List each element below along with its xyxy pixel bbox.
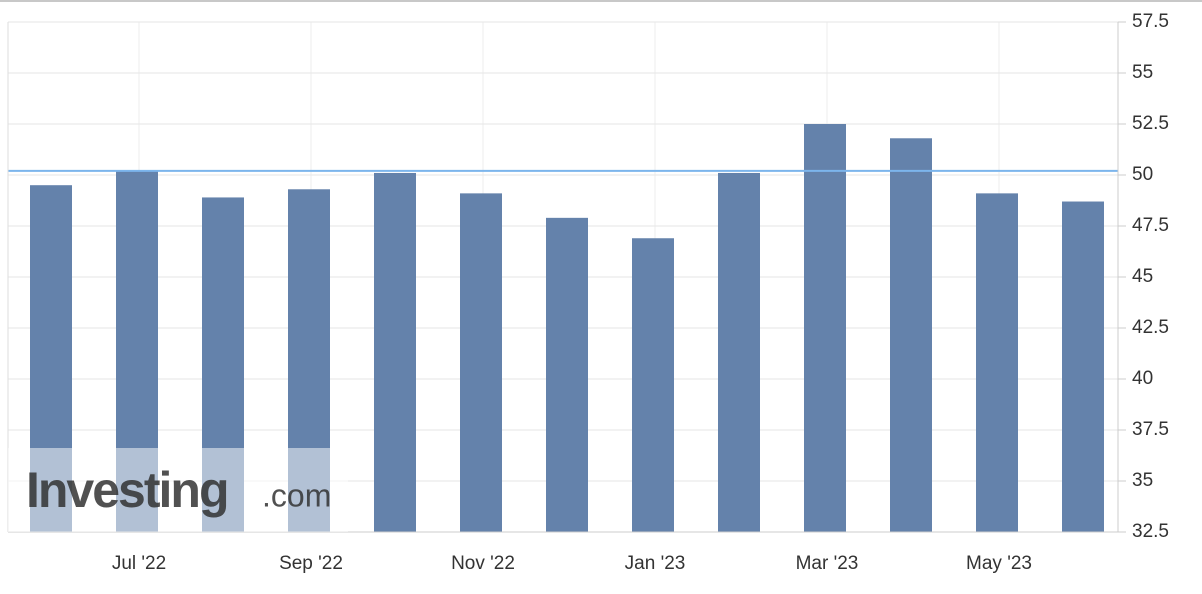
bar	[890, 138, 932, 532]
bar	[632, 238, 674, 533]
y-tick-label: 42.5	[1132, 317, 1169, 338]
x-tick-label: Mar '23	[796, 553, 859, 574]
y-tick-label: 32.5	[1132, 521, 1169, 542]
bar	[718, 172, 760, 532]
bar	[976, 193, 1018, 533]
x-tick-label: May '23	[966, 553, 1032, 574]
x-tick-label: Jan '23	[625, 553, 686, 574]
x-tick-label: Nov '22	[451, 553, 515, 574]
y-tick-label: 37.5	[1132, 419, 1169, 440]
y-tick-label: 35	[1132, 470, 1153, 491]
bar	[460, 193, 502, 533]
y-tick-label: 45	[1132, 266, 1153, 287]
watermark-logo: Investing	[26, 462, 227, 518]
x-tick-label: Sep '22	[279, 553, 343, 574]
y-tick-label: 57.5	[1132, 11, 1169, 32]
y-tick-label: 55	[1132, 62, 1153, 83]
bar	[374, 172, 416, 532]
bar	[804, 124, 846, 532]
bar	[1062, 201, 1104, 532]
y-tick-label: 50	[1132, 164, 1153, 185]
bar	[546, 217, 588, 532]
y-tick-label: 52.5	[1132, 113, 1169, 134]
watermark-suffix: .com	[262, 477, 331, 513]
x-tick-label: Jul '22	[112, 553, 166, 574]
y-tick-label: 40	[1132, 368, 1153, 389]
y-tick-label: 47.5	[1132, 215, 1169, 236]
watermark-veil	[8, 448, 348, 532]
